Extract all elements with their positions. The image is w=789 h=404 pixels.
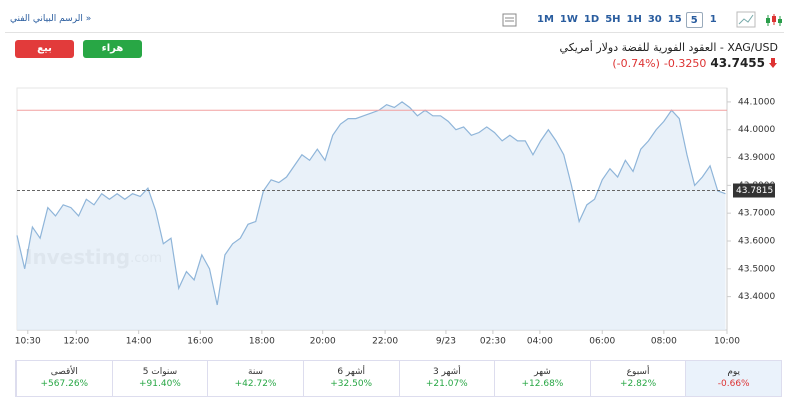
change: +12.68%	[521, 379, 564, 389]
timeframe-button[interactable]: 1H	[626, 14, 642, 25]
period: يوم	[727, 367, 741, 377]
performance-cell: شهر +12.68%	[494, 361, 590, 396]
buy-button[interactable]: هراء	[83, 40, 142, 58]
change: +2.82%	[619, 379, 657, 389]
settings-icon[interactable]	[502, 12, 518, 28]
x-tick-label: 16:00	[187, 337, 213, 347]
period: أسبوع	[626, 367, 650, 377]
y-tick-label: 43.4000	[738, 292, 775, 302]
x-tick-label: 9/23	[436, 337, 456, 347]
timeframe-button[interactable]: 1D	[583, 14, 600, 25]
y-tick-label: 44.0000	[738, 125, 775, 135]
timeframe-button[interactable]: 30	[647, 14, 662, 25]
timeframe-button[interactable]: 15	[667, 14, 682, 25]
last-price-label: 43.7815	[736, 186, 773, 196]
period: 5 سنوات	[142, 367, 178, 377]
change: +42.72%	[234, 379, 277, 389]
timeframe-button[interactable]: 1	[709, 14, 717, 25]
x-tick-label: 12:00	[63, 337, 89, 347]
down-arrow	[769, 58, 777, 68]
last-price-tag	[733, 183, 775, 198]
period: 3 أشهر	[432, 367, 461, 377]
price-row: (-0.74%) -0.3250 43.7455	[612, 56, 777, 70]
change: +32.50%	[330, 379, 373, 389]
change: +21.07%	[425, 379, 468, 389]
line	[16, 101, 726, 306]
performance-table: يوم -0.66% أسبوع +2.82% شهر +12.68% 3 أشهر +21.…	[15, 360, 782, 397]
chart-type-icons[interactable]	[736, 11, 786, 29]
performance-cell: 6 أشهر +32.50%	[302, 361, 399, 396]
instrument-title: XAG/USD - العقود الفورية للفضة دولار أمر…	[559, 41, 778, 54]
x-tick-label: 02:30	[480, 337, 506, 347]
timeframe-button[interactable]: 1M	[537, 14, 554, 25]
period: 6 أشهر	[337, 367, 366, 377]
x-tick-label: 08:00	[651, 337, 677, 347]
divider	[5, 32, 784, 33]
performance-cell: سنة +42.72%	[207, 361, 303, 396]
performance-cell: الأقصى +567.26%	[16, 361, 112, 396]
chart: 43.400043.500043.600043.700043.800043.90…	[15, 87, 775, 347]
area	[17, 101, 726, 330]
x-tick-label: 14:00	[126, 337, 152, 347]
y-tick-label: 43.6000	[738, 236, 775, 246]
sell-button[interactable]: بيع	[15, 40, 74, 58]
change: -0.66%	[717, 379, 750, 389]
y-tick-label: 43.7000	[738, 209, 775, 219]
change: -0.3250	[663, 56, 707, 70]
x-tick-label: 20:00	[310, 337, 336, 347]
x-tick-label: 06:00	[589, 337, 615, 347]
period: الأقصى	[50, 367, 78, 377]
period: شهر	[534, 367, 551, 377]
timeframes: 1M 1W 1D 5H 1H 30 15 5 1	[535, 12, 722, 28]
y-tick-label: 44.1000	[738, 97, 775, 107]
timeframe-button[interactable]: 5	[685, 12, 703, 28]
performance-cell: أسبوع +2.82%	[589, 361, 686, 396]
change-percent: (-0.74%)	[612, 56, 660, 70]
performance-cell: يوم -0.66%	[685, 361, 781, 396]
performance-cell: 3 أشهر +21.07%	[398, 361, 495, 396]
x-tick-label: 10:30	[15, 337, 41, 347]
chart-link[interactable]: الرسم البياني الفني »	[10, 14, 92, 24]
x-tick-label: 04:00	[527, 337, 553, 347]
x-tick-label: 18:00	[249, 337, 275, 347]
x-tick-label: 22:00	[372, 337, 398, 347]
change: +91.40%	[139, 379, 181, 389]
timeframe-button[interactable]: 1W	[559, 14, 578, 25]
period: سنة	[248, 367, 264, 377]
change: +567.26%	[40, 379, 89, 389]
x-tick-label: 10:00	[714, 337, 740, 347]
price: 43.7455	[710, 56, 765, 70]
timeframe-button[interactable]: 5H	[605, 14, 621, 25]
y-tick-label: 43.5000	[738, 264, 775, 274]
y-tick-label: 43.9000	[738, 153, 775, 163]
performance-cell: 5 سنوات +91.40%	[111, 361, 208, 396]
